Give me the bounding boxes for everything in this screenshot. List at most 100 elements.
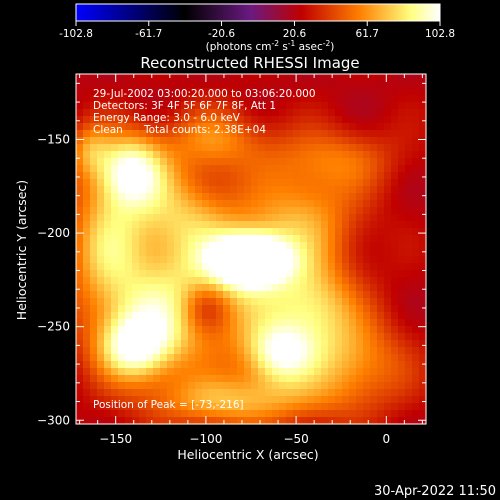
plot-frame: [75, 73, 427, 425]
heatmap-cell: [139, 137, 147, 145]
heatmap-cell: [349, 130, 357, 138]
heatmap-cell: [314, 368, 322, 376]
heatmap-cell: [188, 256, 196, 264]
heatmap-cell: [83, 242, 91, 250]
heatmap-cell: [384, 256, 392, 264]
heatmap-cell: [370, 102, 378, 110]
heatmap-cell: [223, 340, 231, 348]
heatmap-cell: [104, 144, 112, 152]
heatmap-cell: [174, 249, 182, 257]
heatmap-cell: [377, 319, 385, 327]
heatmap-cell: [167, 277, 175, 285]
heatmap-cell: [384, 81, 392, 89]
heatmap-cell: [188, 235, 196, 243]
heatmap-cell: [181, 291, 189, 299]
heatmap-cell: [97, 417, 105, 425]
heatmap-cell: [202, 137, 210, 145]
heatmap-cell: [307, 417, 315, 425]
heatmap-cell: [188, 158, 196, 166]
heatmap-cell: [335, 116, 343, 124]
heatmap-cell: [307, 284, 315, 292]
heatmap-cell: [244, 368, 252, 376]
heatmap-cell: [104, 228, 112, 236]
heatmap-cell: [258, 263, 266, 271]
heatmap-cell: [139, 347, 147, 355]
heatmap-cell: [160, 88, 168, 96]
heatmap-cell: [293, 270, 301, 278]
heatmap-cell: [412, 312, 420, 320]
heatmap-cell: [398, 221, 406, 229]
heatmap-cell: [174, 179, 182, 187]
heatmap-cell: [104, 375, 112, 383]
heatmap-cell: [244, 81, 252, 89]
heatmap-cell: [349, 256, 357, 264]
colorbar: -102.8 -61.7 -20.6 20.6 61.7 102.8 (photons c…: [59, 3, 455, 53]
heatmap-cell: [398, 228, 406, 236]
heatmap-cell: [342, 144, 350, 152]
heatmap-cell: [209, 109, 217, 117]
heatmap-cell: [412, 319, 420, 327]
heatmap-cell: [237, 214, 245, 222]
heatmap-cell: [293, 172, 301, 180]
heatmap-cell: [356, 186, 364, 194]
heatmap-cell: [356, 109, 364, 117]
heatmap-cell: [370, 347, 378, 355]
heatmap-cell: [391, 221, 399, 229]
heatmap-cell: [314, 319, 322, 327]
heatmap-cell: [314, 165, 322, 173]
heatmap-cell: [342, 179, 350, 187]
heatmap-cell: [125, 123, 133, 131]
heatmap-cell: [272, 249, 280, 257]
heatmap-cell: [314, 256, 322, 264]
heatmap-cell: [83, 81, 91, 89]
heatmap-cell: [363, 137, 371, 145]
heatmap-cell: [76, 235, 84, 243]
heatmap-cell: [356, 193, 364, 201]
heatmap-cell: [97, 130, 105, 138]
heatmap-cell: [405, 354, 413, 362]
heatmap-cell: [370, 410, 378, 418]
heatmap-cell: [188, 298, 196, 306]
heatmap-cell: [412, 389, 420, 397]
heatmap-cell: [251, 417, 259, 425]
heatmap-cell: [83, 410, 91, 418]
heatmap-cell: [230, 102, 238, 110]
heatmap-cell: [307, 263, 315, 271]
heatmap-cell: [153, 81, 161, 89]
heatmap-cell: [258, 277, 266, 285]
heatmap-cell: [363, 256, 371, 264]
heatmap-cell: [118, 375, 126, 383]
heatmap-cell: [363, 221, 371, 229]
heatmap-cell: [300, 165, 308, 173]
heatmap-cell: [216, 130, 224, 138]
heatmap-cell: [174, 340, 182, 348]
heatmap-cell: [258, 368, 266, 376]
heatmap-cell: [272, 172, 280, 180]
heatmap-cell: [398, 382, 406, 390]
heatmap-cell: [174, 389, 182, 397]
heatmap-cell: [118, 389, 126, 397]
heatmap-cell: [349, 368, 357, 376]
heatmap-cell: [216, 137, 224, 145]
heatmap-cell: [349, 193, 357, 201]
heatmap-cell: [286, 333, 294, 341]
heatmap-cell: [132, 305, 140, 313]
heatmap-cell: [321, 249, 329, 257]
heatmap-cell: [230, 291, 238, 299]
heatmap-cell: [160, 312, 168, 320]
heatmap-cell: [300, 123, 308, 131]
heatmap-cell: [160, 186, 168, 194]
heatmap-cell: [209, 200, 217, 208]
heatmap-cell: [230, 256, 238, 264]
heatmap-cell: [76, 368, 84, 376]
heatmap-cell: [230, 235, 238, 243]
heatmap-cell: [377, 305, 385, 313]
heatmap-cell: [412, 200, 420, 208]
heatmap-cell: [195, 333, 203, 341]
heatmap-cell: [195, 361, 203, 369]
heatmap-cell: [412, 347, 420, 355]
heatmap-cell: [384, 263, 392, 271]
heatmap-cell: [419, 256, 427, 264]
heatmap-cell: [188, 88, 196, 96]
